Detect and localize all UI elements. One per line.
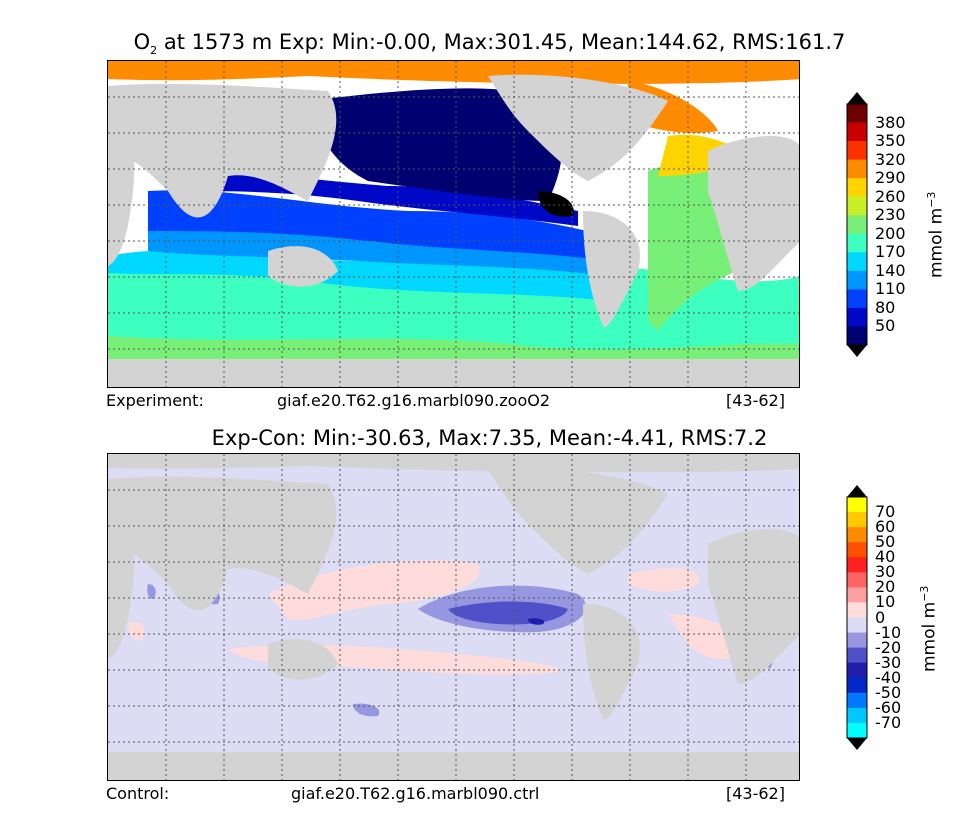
top-colorbar-tick-label: 260 [875, 186, 906, 206]
bottom-difference-map [107, 453, 800, 781]
top-colorbar-under-arrow [847, 345, 867, 357]
top-colorbar-tick-label: 290 [875, 168, 906, 188]
bottom-colorbar-tick-label: 20 [875, 577, 896, 597]
bottom-colorbar-swatch [847, 707, 867, 724]
top-colorbar-swatch [847, 270, 867, 290]
top-caption-years: [43-62] [726, 391, 785, 410]
bottom-colorbar-swatch [847, 677, 867, 694]
bottom-colorbar-swatch [847, 692, 867, 709]
bottom-colorbar-tick-label: -70 [875, 712, 902, 732]
top-colorbar-swatch [847, 159, 867, 179]
top-colorbar-swatch [847, 104, 867, 124]
bottom-colorbar-tick-label: 60 [875, 517, 896, 537]
top-oxygen-map [107, 60, 800, 388]
top-colorbar-unit: mmol m−3 [925, 191, 947, 278]
top-colorbar-swatch [847, 307, 867, 327]
bottom-map-title: Exp-Con: Min:-30.63, Max:7.35, Mean:-4.4… [211, 426, 768, 450]
top-colorbar-swatch [847, 122, 867, 142]
top-colorbar-swatch [847, 196, 867, 216]
bottom-colorbar-tick-label: 10 [875, 592, 896, 612]
bottom-colorbar-tick-label: 30 [875, 562, 896, 582]
top-colorbar-tick-label: 170 [875, 242, 906, 262]
bottom-colorbar-swatch [847, 647, 867, 664]
bottom-colorbar-tick-label: 40 [875, 547, 896, 567]
bottom-colorbar-swatch [847, 542, 867, 558]
bottom-colorbar-tick-label: -60 [875, 697, 902, 717]
bottom-colorbar-tick-label: -40 [875, 667, 902, 687]
bottom-colorbar-swatch [847, 602, 867, 618]
bottom-colorbar [845, 485, 869, 754]
top-colorbar [845, 92, 869, 361]
bottom-colorbar-swatch [847, 662, 867, 679]
top-colorbar-tick-label: 80 [875, 297, 896, 317]
bottom-caption-case: giaf.e20.T62.g16.marbl090.ctrl [291, 784, 540, 803]
top-colorbar-tick-label: 380 [875, 112, 906, 132]
bottom-colorbar-swatch [847, 587, 867, 603]
top-colorbar-tick-label: 50 [875, 316, 896, 336]
top-colorbar-swatch [847, 289, 867, 309]
bottom-colorbar-tick-label: 70 [875, 502, 896, 522]
bottom-colorbar-under-arrow [847, 738, 867, 750]
top-colorbar-swatch [847, 178, 867, 198]
bottom-colorbar-swatch [847, 512, 867, 528]
bottom-caption-label: Control: [106, 784, 170, 803]
bottom-caption-years: [43-62] [726, 784, 785, 803]
bottom-colorbar-unit: mmol m−3 [918, 585, 940, 672]
top-caption-case: giaf.e20.T62.g16.marbl090.zooO2 [277, 391, 551, 410]
bottom-colorbar-swatch [847, 557, 867, 573]
bottom-colorbar-swatch [847, 497, 867, 513]
top-colorbar-swatch [847, 233, 867, 253]
bottom-colorbar-tick-label: 0 [875, 607, 886, 627]
top-colorbar-swatch [847, 326, 867, 346]
top-colorbar-tick-label: 230 [875, 205, 906, 225]
top-colorbar-over-arrow [847, 92, 867, 104]
top-colorbar-tick-label: 140 [875, 260, 906, 280]
bottom-colorbar-tick-label: -50 [875, 682, 902, 702]
bottom-colorbar-tick-label: -10 [875, 622, 902, 642]
bottom-colorbar-tick-label: -20 [875, 637, 902, 657]
top-colorbar-tick-label: 110 [875, 279, 906, 299]
bottom-colorbar-swatch [847, 527, 867, 543]
top-colorbar-tick-label: 200 [875, 223, 906, 243]
bottom-colorbar-over-arrow [847, 485, 867, 497]
top-colorbar-tick-label: 350 [875, 131, 906, 151]
top-colorbar-tick-label: 320 [875, 149, 906, 169]
top-colorbar-swatch [847, 215, 867, 235]
bottom-colorbar-swatch [847, 722, 867, 739]
top-map-title: O2 at 1573 m Exp: Min:-0.00, Max:301.45,… [133, 30, 846, 58]
bottom-colorbar-swatch [847, 572, 867, 588]
top-colorbar-swatch [847, 141, 867, 161]
bottom-colorbar-swatch [847, 632, 867, 649]
top-colorbar-swatch [847, 252, 867, 272]
top-caption-label: Experiment: [106, 391, 204, 410]
bottom-colorbar-tick-label: 50 [875, 532, 896, 552]
bottom-colorbar-swatch [847, 617, 867, 634]
bottom-colorbar-tick-label: -30 [875, 652, 902, 672]
